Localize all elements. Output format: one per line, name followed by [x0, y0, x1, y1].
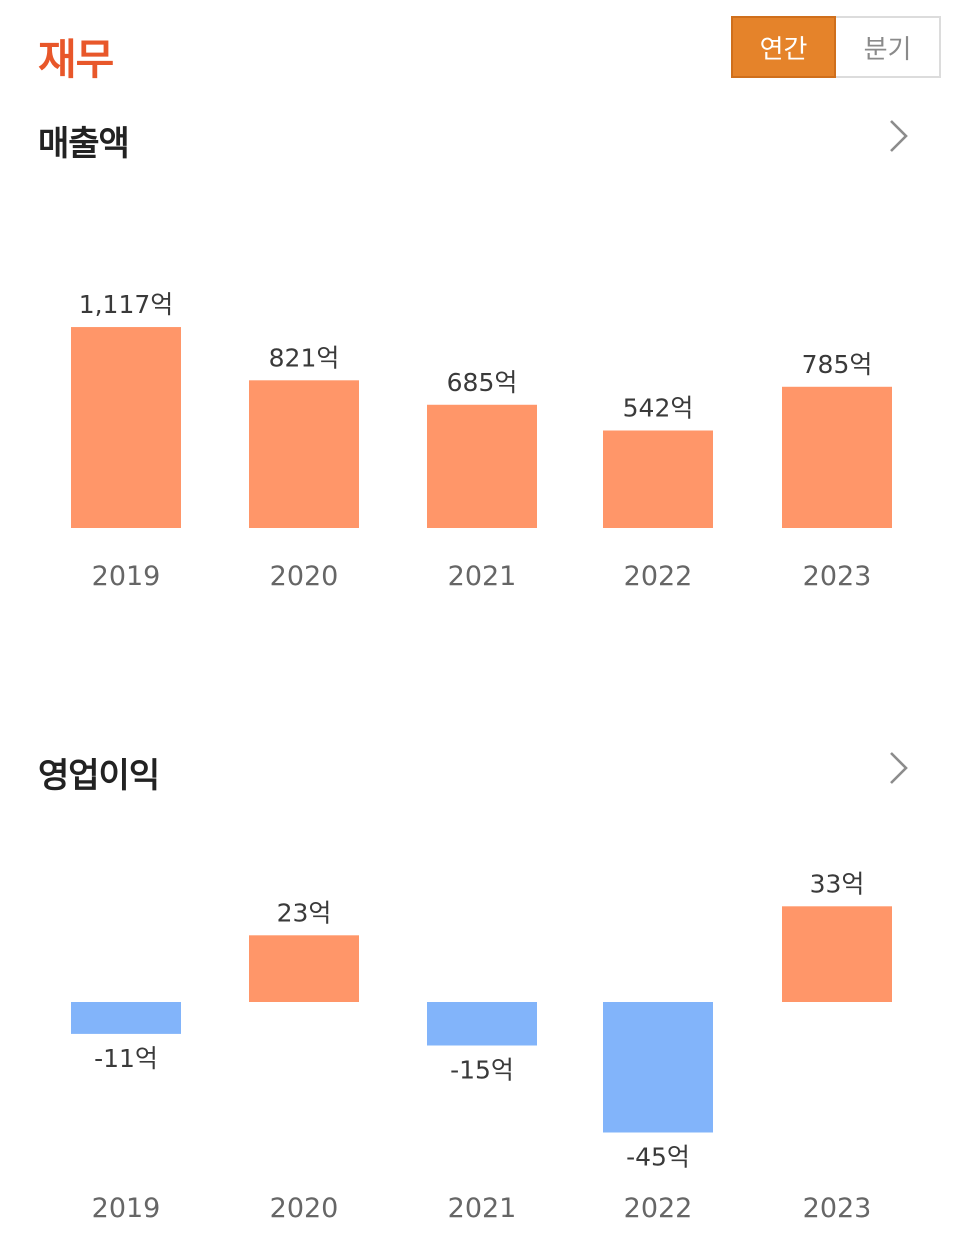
- operating-profit-data-label-2020: 23억: [277, 898, 332, 927]
- annual-tab[interactable]: 연간: [731, 16, 836, 78]
- revenue-bar-2023[interactable]: [782, 386, 892, 528]
- revenue-chart: 1,117억 2019 821억 2020 685억 2021 542억 2022 785억 20…: [71, 290, 892, 592]
- operating-profit-bar-2021[interactable]: [427, 1002, 537, 1046]
- revenue-data-label-2020: 821억: [269, 343, 340, 372]
- revenue-chevron-right-icon[interactable]: [884, 116, 914, 156]
- operating-profit-bar-2023[interactable]: [782, 906, 892, 1002]
- operating-profit-bar-2019[interactable]: [71, 1002, 181, 1034]
- operating-profit-data-label-2021: -15억: [450, 1056, 514, 1085]
- revenue-data-label-2022: 542억: [623, 393, 694, 422]
- operating-profit-chart: -11억 2019 23억 2020 -15억 2021 -45억 2022 33억 2023: [71, 869, 892, 1224]
- revenue-year-label-2019: 2019: [92, 561, 161, 592]
- operating-profit-data-label-2022: -45억: [626, 1143, 690, 1172]
- operating-profit-year-label-2023: 2023: [803, 1193, 872, 1224]
- revenue-bar-2021[interactable]: [427, 404, 537, 528]
- operating-profit-bar-2022[interactable]: [603, 1002, 713, 1133]
- operating-profit-year-label-2022: 2022: [624, 1193, 693, 1224]
- operating-profit-year-label-2021: 2021: [448, 1193, 517, 1224]
- period-toggle: 연간 분기: [731, 16, 941, 78]
- revenue-bar-2019[interactable]: [71, 327, 181, 528]
- revenue-year-label-2023: 2023: [803, 561, 872, 592]
- operating-profit-data-label-2019: -11억: [94, 1044, 158, 1073]
- revenue-data-label-2019: 1,117억: [79, 290, 174, 319]
- revenue-year-label-2021: 2021: [448, 561, 517, 592]
- operating-profit-year-label-2019: 2019: [92, 1193, 161, 1224]
- revenue-year-label-2020: 2020: [270, 561, 339, 592]
- operating-profit-chevron-right-icon[interactable]: [884, 748, 914, 788]
- revenue-bar-2020[interactable]: [249, 380, 359, 528]
- operating-profit-section-title: 영업이익: [38, 756, 160, 796]
- revenue-data-label-2023: 785억: [802, 350, 873, 379]
- operating-profit-bar-2020[interactable]: [249, 935, 359, 1002]
- quarterly-tab[interactable]: 분기: [836, 16, 941, 78]
- operating-profit-data-label-2023: 33억: [810, 869, 865, 898]
- operating-profit-year-label-2020: 2020: [270, 1193, 339, 1224]
- revenue-year-label-2022: 2022: [624, 561, 693, 592]
- page-title: 재무: [38, 35, 114, 84]
- revenue-data-label-2021: 685억: [447, 368, 518, 397]
- revenue-section-title: 매출액: [38, 124, 130, 164]
- revenue-bar-2022[interactable]: [603, 430, 713, 528]
